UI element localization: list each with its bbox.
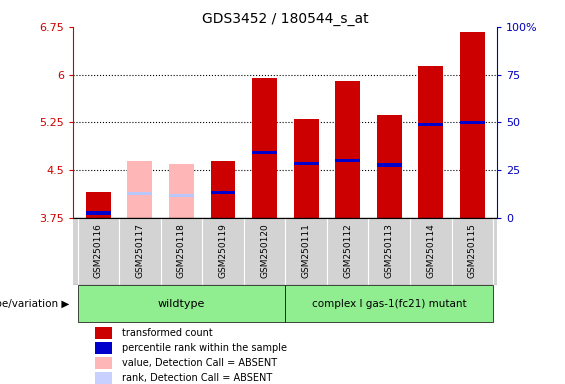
- Bar: [252, 78, 277, 218]
- Text: complex I gas-1(fc21) mutant: complex I gas-1(fc21) mutant: [312, 299, 467, 309]
- Text: GSM250116: GSM250116: [94, 223, 103, 278]
- Bar: [169, 194, 194, 197]
- Bar: [252, 151, 277, 154]
- Text: wildtype: wildtype: [158, 299, 205, 309]
- Bar: [335, 81, 360, 218]
- Bar: [377, 115, 402, 218]
- Bar: [95, 327, 112, 339]
- Text: GSM250113: GSM250113: [385, 223, 394, 278]
- Bar: [128, 161, 153, 218]
- Text: rank, Detection Call = ABSENT: rank, Detection Call = ABSENT: [122, 373, 272, 383]
- Text: GSM250112: GSM250112: [343, 223, 352, 278]
- Text: GSM250118: GSM250118: [177, 223, 186, 278]
- Bar: [460, 121, 485, 124]
- Bar: [169, 164, 194, 218]
- Bar: [294, 162, 319, 166]
- Text: percentile rank within the sample: percentile rank within the sample: [122, 343, 287, 353]
- Text: genotype/variation ▶: genotype/variation ▶: [0, 299, 69, 309]
- Text: GSM250111: GSM250111: [302, 223, 311, 278]
- Text: value, Detection Call = ABSENT: value, Detection Call = ABSENT: [122, 358, 277, 368]
- Text: GSM250114: GSM250114: [426, 223, 435, 278]
- Bar: [335, 159, 360, 162]
- Text: GSM250119: GSM250119: [219, 223, 228, 278]
- Bar: [86, 192, 111, 218]
- Title: GDS3452 / 180544_s_at: GDS3452 / 180544_s_at: [202, 12, 368, 26]
- Text: GSM250115: GSM250115: [468, 223, 477, 278]
- FancyBboxPatch shape: [77, 285, 285, 322]
- Bar: [418, 66, 443, 218]
- Text: transformed count: transformed count: [122, 328, 213, 338]
- Text: GSM250117: GSM250117: [136, 223, 145, 278]
- Bar: [95, 372, 112, 384]
- Bar: [95, 342, 112, 354]
- Bar: [86, 211, 111, 215]
- Bar: [294, 119, 319, 218]
- Bar: [95, 357, 112, 369]
- Bar: [211, 161, 236, 218]
- Text: GSM250120: GSM250120: [260, 223, 269, 278]
- Bar: [418, 122, 443, 126]
- Bar: [377, 163, 402, 167]
- FancyBboxPatch shape: [285, 285, 493, 322]
- Bar: [211, 190, 236, 194]
- Bar: [128, 192, 153, 195]
- Bar: [460, 32, 485, 218]
